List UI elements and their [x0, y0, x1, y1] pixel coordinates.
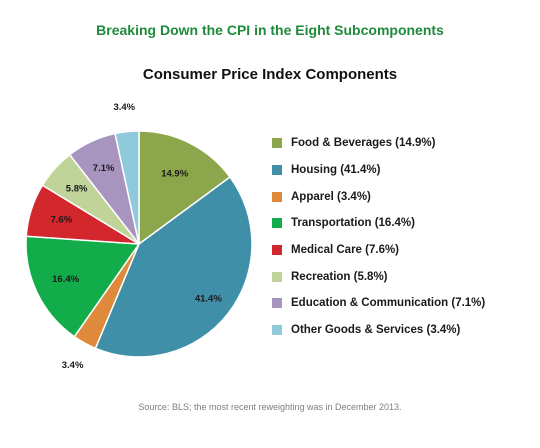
legend-label: Medical Care (7.6%) — [291, 244, 400, 257]
legend-item: Recreation (5.8%) — [272, 263, 485, 290]
slice-data-label: 14.9% — [161, 168, 188, 179]
legend-label: Housing (41.4%) — [291, 164, 381, 177]
legend-label: Transportation (16.4%) — [291, 217, 415, 230]
pie-slice-food-beverages — [138, 130, 232, 246]
legend-swatch — [272, 138, 282, 149]
page-title: Breaking Down the CPI in the Eight Subco… — [96, 22, 444, 38]
legend-item: Transportation (16.4%) — [272, 210, 485, 237]
pie-slice-other-goods-services — [114, 130, 140, 245]
slice-data-label: 7.1% — [93, 163, 115, 174]
legend-swatch — [272, 191, 282, 202]
slice-data-label: 3.4% — [62, 360, 84, 371]
chart-legend: Food & Beverages (14.9%) Housing (41.4%) A… — [272, 130, 485, 344]
legend-swatch — [272, 218, 282, 229]
legend-item: Apparel (3.4%) — [272, 183, 485, 210]
legend-swatch — [272, 298, 282, 309]
legend-label: Apparel (3.4%) — [291, 190, 371, 203]
legend-item: Education & Communication (7.1%) — [272, 290, 485, 317]
chart-title: Consumer Price Index Components — [142, 66, 398, 83]
slice-data-label: 16.4% — [52, 274, 79, 285]
legend-label: Other Goods & Services (3.4%) — [291, 324, 461, 337]
legend-item: Food & Beverages (14.9%) — [272, 130, 485, 157]
pie-slice-housing — [94, 175, 253, 358]
source-note: Source: BLS; the most recent reweighting… — [138, 402, 402, 412]
legend-label: Recreation (5.8%) — [291, 270, 388, 283]
slice-data-label: 7.6% — [51, 214, 73, 225]
legend-swatch — [272, 271, 282, 282]
legend-swatch — [272, 245, 282, 256]
legend-swatch — [272, 325, 282, 336]
slice-data-label: 5.8% — [66, 183, 88, 194]
legend-label: Education & Communication (7.1%) — [291, 297, 486, 310]
slice-data-label: 3.4% — [113, 102, 135, 113]
legend-item: Housing (41.4%) — [272, 157, 485, 184]
legend-swatch — [272, 165, 282, 176]
legend-item: Other Goods & Services (3.4%) — [272, 317, 485, 344]
slice-data-label: 41.4% — [195, 293, 222, 304]
pie-chart: 14.9% 41.4% 3.4% 16.4% 7.6% 5.8% 7.1% 3.4% — [25, 102, 253, 371]
legend-item: Medical Care (7.6%) — [272, 237, 485, 264]
pie-slice-transportation — [25, 235, 141, 338]
legend-label: Food & Beverages (14.9%) — [291, 137, 436, 150]
